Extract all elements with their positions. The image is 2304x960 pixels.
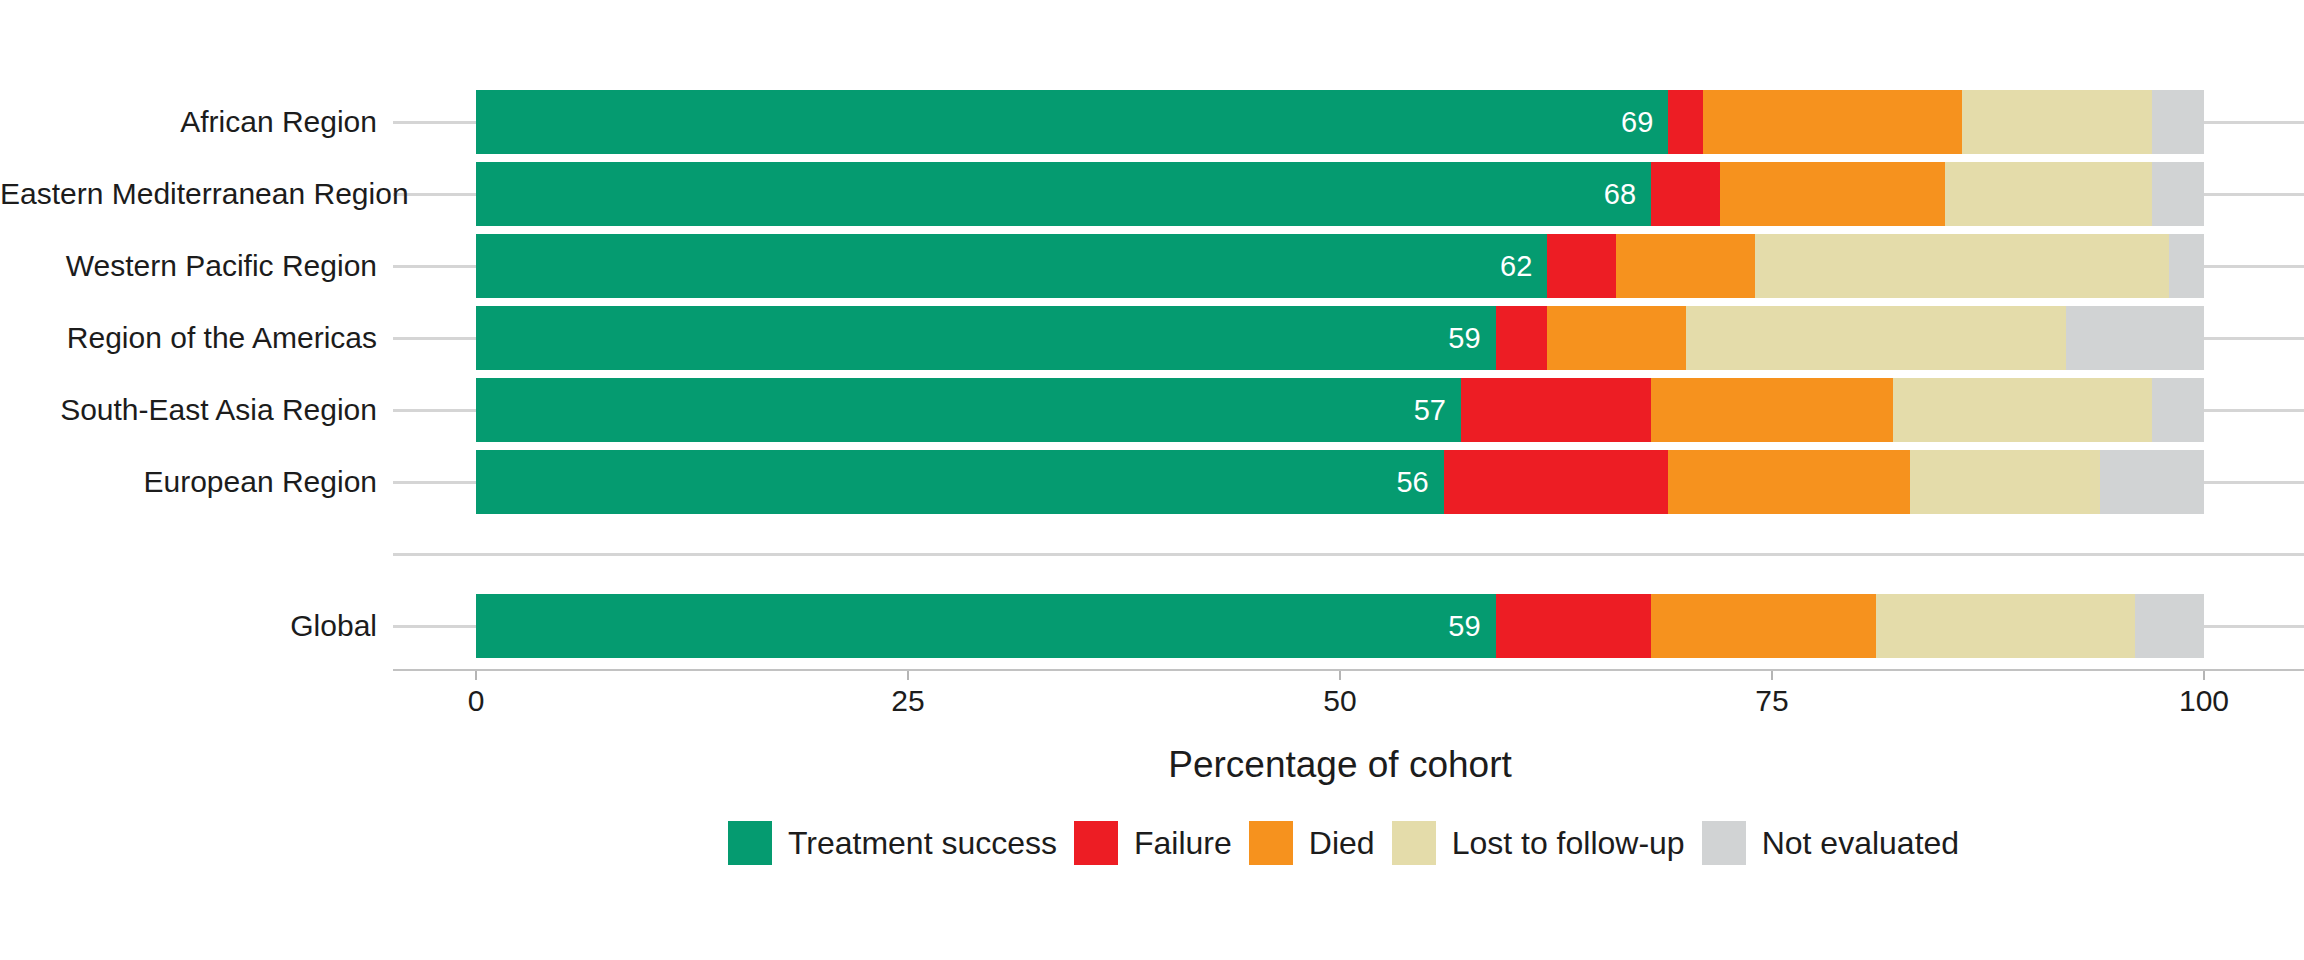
segment-treatment-success (476, 162, 1651, 226)
segment-treatment-success (476, 234, 1547, 298)
legend-label-not-evaluated: Not evaluated (1762, 825, 1959, 862)
category-label-african-region: African Region (0, 105, 377, 139)
segment-died (1651, 594, 1876, 658)
chart-root: African Region 69 Eastern Mediterranean Re… (0, 0, 2304, 960)
segment-not-evaluated (2066, 306, 2204, 370)
segment-died (1616, 234, 1754, 298)
segment-lost-to-follow-up (1962, 90, 2152, 154)
legend-swatch-died (1249, 821, 1293, 865)
segment-lost-to-follow-up (1893, 378, 2152, 442)
bar-value-label: 57 (1414, 394, 1446, 427)
x-tick-mark (1339, 671, 1341, 680)
segment-failure (1496, 306, 1548, 370)
legend-swatch-lost-to-follow-up (1392, 821, 1436, 865)
segment-lost-to-follow-up (1755, 234, 2170, 298)
category-label-western-pacific-region: Western Pacific Region (0, 249, 377, 283)
segment-not-evaluated (2169, 234, 2204, 298)
legend-item-failure: Failure (1074, 821, 1232, 865)
bar-value-label: 62 (1500, 250, 1532, 283)
segment-died (1668, 450, 1910, 514)
bar-row-region-of-the-americas (476, 306, 2204, 370)
segment-not-evaluated (2100, 450, 2204, 514)
segment-not-evaluated (2152, 378, 2204, 442)
segment-failure (1651, 162, 1720, 226)
bar-row-eastern-mediterranean-region (476, 162, 2204, 226)
legend-swatch-not-evaluated (1702, 821, 1746, 865)
x-tick-label-50: 50 (1323, 684, 1356, 718)
x-tick-mark (907, 671, 909, 680)
segment-died (1547, 306, 1685, 370)
segment-lost-to-follow-up (1945, 162, 2152, 226)
x-tick-label-75: 75 (1755, 684, 1788, 718)
legend-label-failure: Failure (1134, 825, 1232, 862)
bar-row-south-east-asia-region (476, 378, 2204, 442)
segment-not-evaluated (2135, 594, 2204, 658)
category-label-south-east-asia-region: South-East Asia Region (0, 393, 377, 427)
segment-failure (1444, 450, 1669, 514)
segment-treatment-success (476, 450, 1444, 514)
legend-label-lost-to-follow-up: Lost to follow-up (1452, 825, 1685, 862)
legend-item-treatment-success: Treatment success (728, 821, 1057, 865)
segment-treatment-success (476, 90, 1668, 154)
segment-died (1703, 90, 1962, 154)
legend-label-treatment-success: Treatment success (788, 825, 1057, 862)
bar-value-label: 59 (1448, 322, 1480, 355)
segment-not-evaluated (2152, 90, 2204, 154)
segment-treatment-success (476, 594, 1496, 658)
x-tick-label-0: 0 (468, 684, 485, 718)
bar-value-label: 56 (1396, 466, 1428, 499)
category-label-eastern-mediterranean-region: Eastern Mediterranean Region (0, 177, 377, 211)
category-label-european-region: European Region (0, 465, 377, 499)
x-tick-mark (475, 671, 477, 680)
x-tick-label-25: 25 (891, 684, 924, 718)
segment-failure (1547, 234, 1616, 298)
segment-lost-to-follow-up (1686, 306, 2066, 370)
x-tick-label-100: 100 (2179, 684, 2229, 718)
x-tick-mark (2203, 671, 2205, 680)
x-axis-title: Percentage of cohort (1168, 744, 1512, 786)
segment-died (1720, 162, 1945, 226)
segment-lost-to-follow-up (1910, 450, 2100, 514)
segment-treatment-success (476, 306, 1496, 370)
legend-item-died: Died (1249, 821, 1375, 865)
segment-failure (1461, 378, 1651, 442)
legend: Treatment success Failure Died Lost to foll… (393, 821, 2294, 865)
bar-value-label: 69 (1621, 106, 1653, 139)
separator-gridline (393, 553, 2304, 556)
legend-swatch-treatment-success (728, 821, 772, 865)
x-tick-mark (1771, 671, 1773, 680)
category-label-region-of-the-americas: Region of the Americas (0, 321, 377, 355)
x-axis-line (393, 669, 2304, 671)
segment-died (1651, 378, 1893, 442)
legend-item-not-evaluated: Not evaluated (1702, 821, 1959, 865)
segment-lost-to-follow-up (1876, 594, 2135, 658)
bar-value-label: 68 (1604, 178, 1636, 211)
bar-row-african-region (476, 90, 2204, 154)
bar-row-western-pacific-region (476, 234, 2204, 298)
legend-swatch-failure (1074, 821, 1118, 865)
bar-value-label: 59 (1448, 610, 1480, 643)
bar-row-european-region (476, 450, 2204, 514)
bar-row-global (476, 594, 2204, 658)
legend-label-died: Died (1309, 825, 1375, 862)
segment-treatment-success (476, 378, 1461, 442)
segment-failure (1496, 594, 1652, 658)
category-label-global: Global (0, 609, 377, 643)
segment-failure (1668, 90, 1703, 154)
segment-not-evaluated (2152, 162, 2204, 226)
legend-item-lost-to-follow-up: Lost to follow-up (1392, 821, 1685, 865)
